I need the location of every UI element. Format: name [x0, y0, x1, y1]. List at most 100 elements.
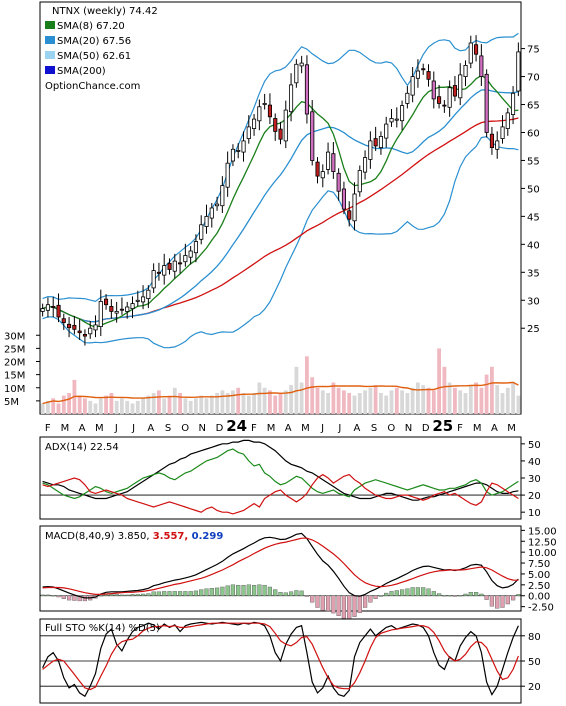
macd-histogram-bar	[505, 595, 510, 605]
adx-label: ADX(14) 22.54	[45, 442, 119, 453]
bollinger-upper-band	[42, 32, 519, 302]
price-tick-label: 30	[527, 296, 540, 307]
macd-histogram-bar	[336, 595, 341, 617]
adx-line	[42, 439, 519, 501]
volume-bar	[268, 390, 272, 414]
tick-label: 2.50	[528, 581, 550, 592]
stochastic-panel: 20 50 80 Full STO %K(14) %D(5)	[39, 618, 541, 704]
candle-up	[362, 157, 368, 173]
month-label: N	[199, 423, 206, 434]
tick-label: 20	[528, 682, 541, 693]
volume-bar	[178, 393, 182, 414]
volume-bar	[246, 395, 251, 414]
volume-bar	[463, 393, 468, 414]
candle-up	[463, 65, 468, 78]
volume-bar	[331, 382, 336, 414]
volume-bar	[215, 393, 219, 414]
month-label: O	[387, 423, 395, 434]
candle-up	[45, 304, 50, 311]
candle-up	[410, 76, 415, 96]
tick-label: 0.00	[528, 592, 550, 603]
candle-up	[516, 51, 521, 92]
volume-bar	[447, 382, 452, 414]
macd-histogram-bar	[426, 588, 431, 596]
month-label: N	[405, 423, 412, 434]
candle-down	[56, 304, 61, 318]
minus-di-line	[42, 473, 519, 515]
macd-histogram-bar	[204, 588, 209, 596]
volume-bar	[241, 393, 246, 414]
candle-up	[204, 215, 209, 227]
candle-up	[246, 126, 251, 140]
legend-swatch	[45, 21, 55, 29]
macd-histogram-bar	[225, 585, 230, 596]
macd-histogram-bar	[405, 588, 410, 596]
volume-bar	[405, 393, 410, 414]
volume-bar	[426, 387, 431, 415]
macd-value: MACD(8,40,9) 3.850,	[45, 531, 153, 542]
volume-bar	[347, 393, 352, 414]
candle-up	[236, 149, 241, 152]
candle-up	[220, 185, 225, 207]
macd-histogram-bar	[410, 587, 415, 597]
macd-histogram-bar	[167, 591, 172, 597]
candle-up	[188, 250, 193, 258]
macd-histogram-bar	[40, 594, 45, 597]
macd-histogram-bar	[363, 595, 368, 608]
macd-histogram-bar	[326, 595, 331, 612]
volume-bar	[236, 387, 241, 415]
candle-down	[82, 333, 88, 337]
month-axis: F M A M J J A S O N D 24 F M A M J J A S O N D 25 F M A M	[45, 417, 516, 435]
candle-down	[61, 318, 66, 324]
macd-histogram-bar	[294, 590, 299, 596]
volume-bar	[199, 395, 204, 414]
candle-down	[104, 298, 109, 306]
volume-bar	[114, 400, 119, 414]
volume-bar	[40, 403, 45, 414]
volume-bar	[98, 398, 103, 415]
volume-bar	[194, 398, 198, 415]
month-label: D	[422, 423, 430, 434]
month-label: A	[79, 423, 86, 434]
histogram-value: 0.299	[192, 531, 224, 542]
volume-tick-label: 15M	[4, 371, 25, 382]
volume-bar	[320, 390, 325, 414]
month-label: 25	[432, 417, 453, 435]
volume-bar	[437, 348, 441, 414]
volume-bar	[495, 385, 500, 414]
macd-histogram-bar	[495, 595, 500, 609]
candle-down	[436, 96, 442, 104]
candle-up	[93, 324, 98, 331]
candle-up	[209, 207, 214, 219]
volume-bar	[157, 390, 161, 414]
volume-average-line	[42, 381, 519, 405]
macd-histogram-bar	[421, 587, 426, 597]
candle-up	[140, 296, 146, 303]
candle-up	[294, 63, 299, 84]
macd-histogram-bar	[273, 589, 278, 596]
macd-histogram-bar	[114, 594, 119, 596]
price-tick-label: 70	[527, 73, 540, 84]
volume-bar	[373, 385, 378, 414]
macd-histogram-bar	[431, 591, 436, 597]
volume-bar	[500, 393, 505, 414]
macd-histogram-bar	[378, 595, 383, 597]
volume-bar	[468, 385, 473, 414]
volume-bar	[93, 403, 98, 414]
volume-bar	[400, 390, 404, 414]
price-frame	[39, 1, 522, 415]
macd-histogram-bar	[199, 589, 204, 596]
price-tick-label: 45	[527, 212, 540, 223]
volume-bar	[56, 403, 61, 414]
candle-up	[468, 42, 473, 64]
month-label: J	[131, 423, 135, 434]
candle-up	[130, 303, 135, 310]
candle-up	[225, 162, 230, 188]
macd-histogram-bar	[77, 595, 82, 602]
candle-up	[214, 203, 220, 207]
tick-label: 80	[528, 632, 541, 643]
candle-down	[473, 44, 479, 55]
price-tick-label: 35	[527, 268, 540, 279]
candle-up	[162, 265, 167, 276]
volume-bar	[252, 393, 256, 414]
